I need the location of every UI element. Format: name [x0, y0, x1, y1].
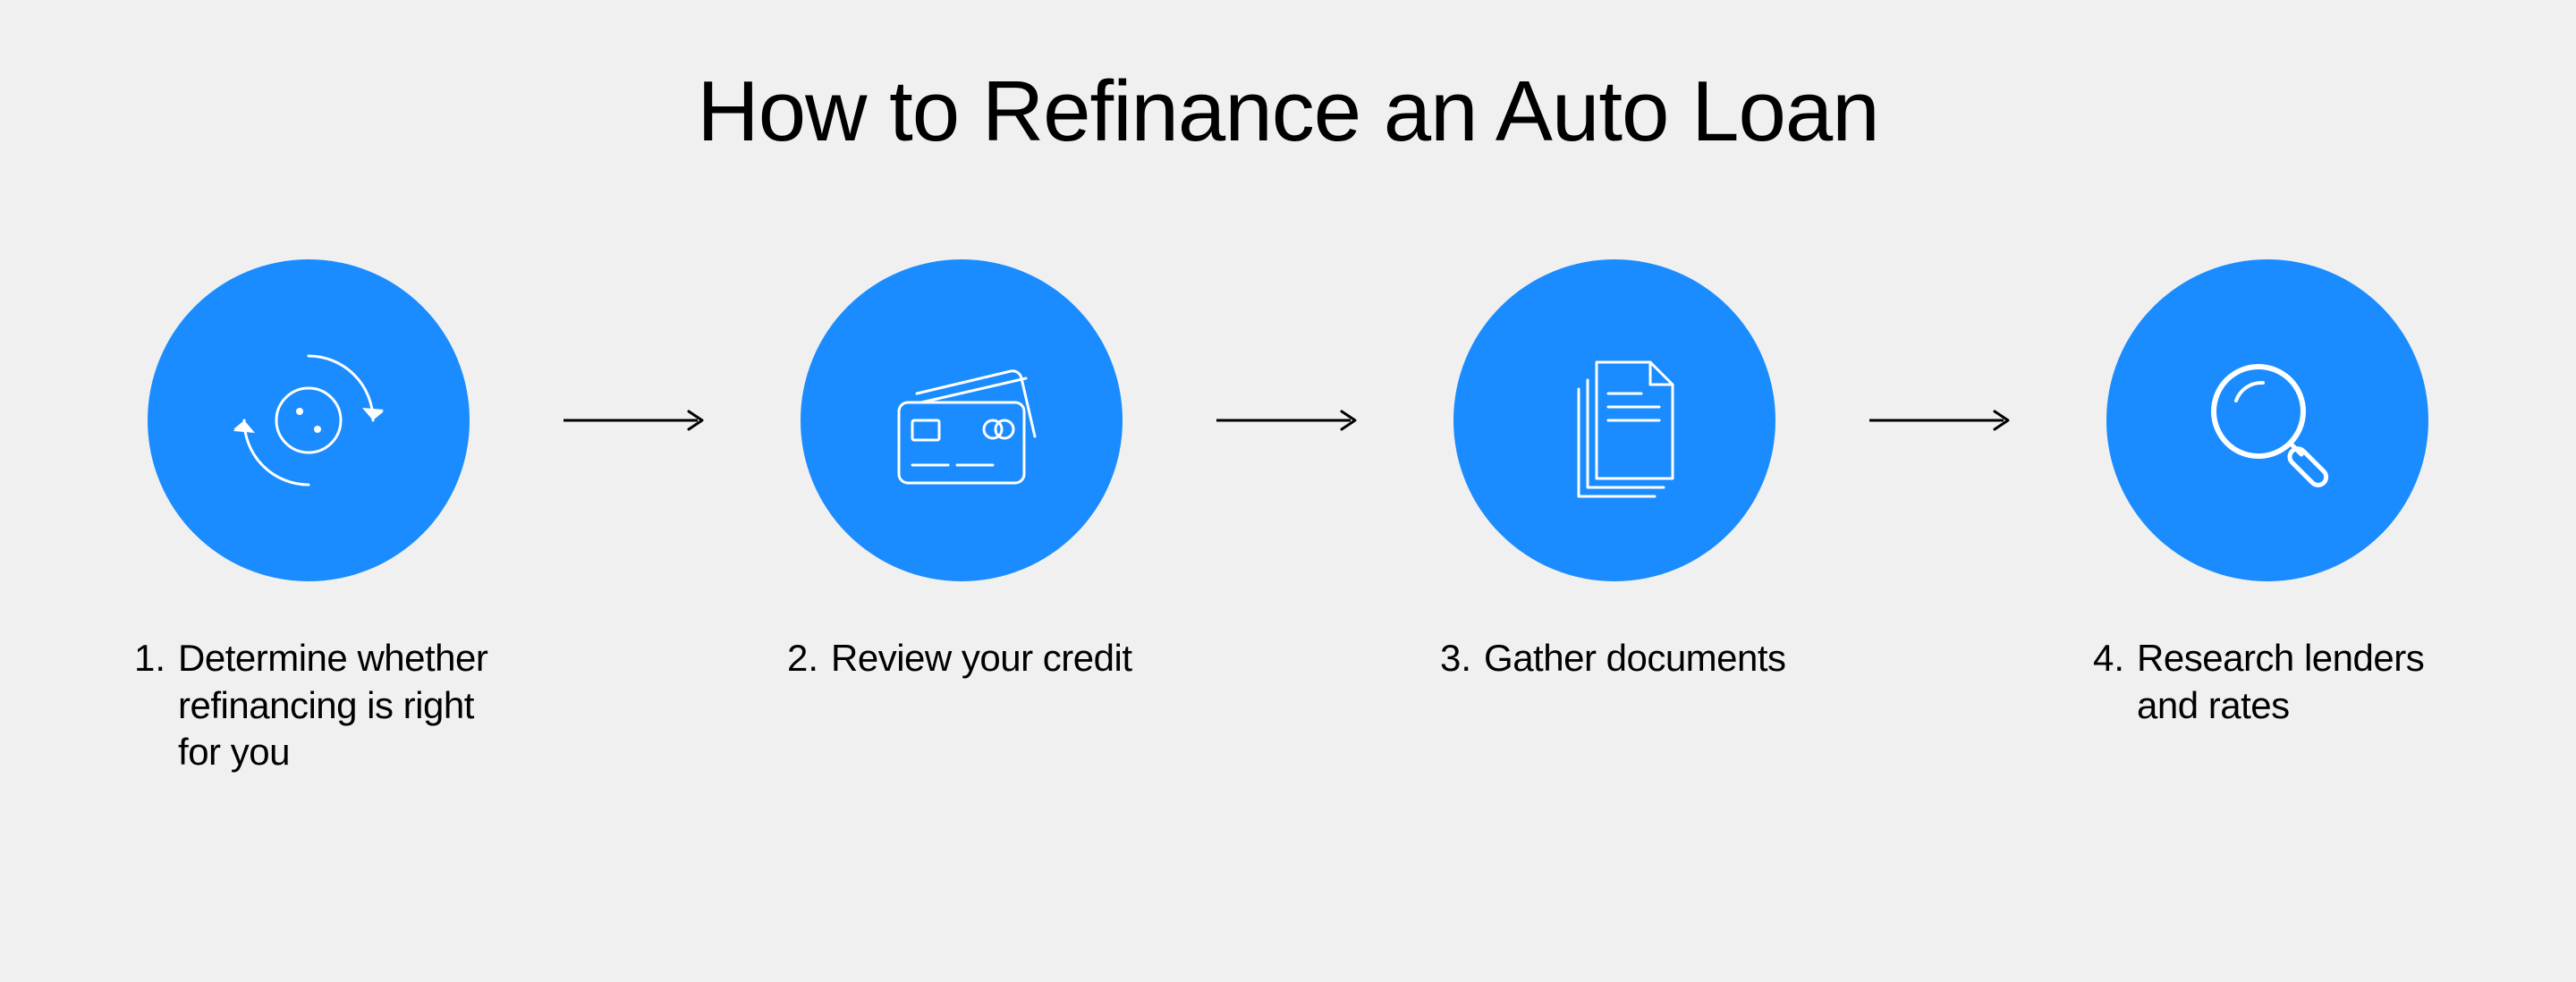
credit-cards-icon [872, 331, 1051, 510]
step-4: 4. Research lenders and rates [2030, 259, 2504, 729]
step-2-label: 2. Review your credit [724, 635, 1168, 682]
arrow-3 [1852, 259, 2030, 581]
step-3-circle [1453, 259, 1775, 581]
arrow-2 [1199, 259, 1377, 581]
magnifier-icon [2178, 331, 2357, 510]
arrow-icon [1212, 407, 1364, 434]
step-4-label: 4. Research lenders and rates [2030, 635, 2504, 729]
step-4-text: Research lenders and rates [2137, 635, 2469, 729]
step-3-label: 3. Gather documents [1377, 635, 1822, 682]
step-3-num: 3. [1440, 635, 1471, 682]
refresh-percent-icon [219, 331, 398, 510]
step-4-num: 4. [2093, 635, 2124, 682]
step-2-num: 2. [787, 635, 818, 682]
steps-row: 1. Determine whether refinancing is righ… [72, 259, 2504, 776]
step-3-text: Gather documents [1484, 635, 1786, 682]
documents-icon [1525, 331, 1704, 510]
step-3: 3. Gather documents [1377, 259, 1852, 682]
arrow-icon [559, 407, 711, 434]
arrow-icon [1865, 407, 2017, 434]
step-2-text: Review your credit [831, 635, 1131, 682]
page-title: How to Refinance an Auto Loan [697, 63, 1878, 161]
step-1-label: 1. Determine whether refinancing is righ… [72, 635, 546, 776]
step-2: 2. Review your credit [724, 259, 1199, 682]
step-1-circle [148, 259, 470, 581]
step-4-circle [2106, 259, 2428, 581]
step-2-circle [801, 259, 1123, 581]
step-1: 1. Determine whether refinancing is righ… [72, 259, 546, 776]
step-1-num: 1. [134, 635, 165, 682]
arrow-1 [546, 259, 724, 581]
step-1-text: Determine whether refinancing is right f… [178, 635, 510, 776]
